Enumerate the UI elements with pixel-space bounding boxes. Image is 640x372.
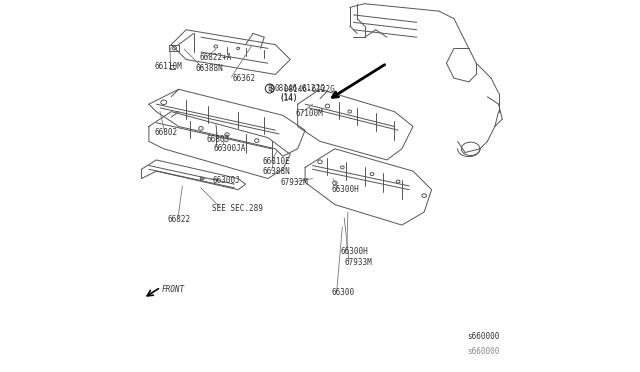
Text: (14): (14): [279, 93, 298, 102]
Bar: [170, 45, 179, 51]
Text: 66822+A: 66822+A: [199, 53, 232, 62]
Bar: [200, 177, 203, 179]
Text: FRONT: FRONT: [162, 285, 185, 294]
Text: 66300: 66300: [331, 288, 355, 296]
Text: 66362: 66362: [232, 74, 256, 83]
Text: 67932M: 67932M: [281, 178, 308, 187]
Text: s660000: s660000: [467, 332, 499, 341]
Text: 66B03: 66B03: [207, 135, 230, 144]
Text: 08146-6122G: 08146-6122G: [275, 84, 326, 93]
Text: 66110M: 66110M: [154, 62, 182, 71]
Text: (14): (14): [279, 94, 298, 103]
Text: 66822: 66822: [168, 215, 191, 224]
Text: 66300H: 66300H: [331, 185, 359, 194]
Text: B  08146-6122G: B 08146-6122G: [270, 85, 335, 94]
Text: 66388N: 66388N: [195, 64, 223, 73]
Text: SEE SEC.289: SEE SEC.289: [212, 204, 263, 213]
Text: 67933M: 67933M: [344, 258, 372, 267]
Text: 66300H: 66300H: [340, 247, 368, 256]
Text: 66388N: 66388N: [262, 167, 290, 176]
Text: 66802: 66802: [154, 128, 177, 137]
Text: 66810E: 66810E: [262, 157, 290, 166]
Text: 67100M: 67100M: [296, 109, 324, 118]
Text: 66300J: 66300J: [212, 176, 240, 185]
Text: s660000: s660000: [467, 347, 499, 356]
Text: B: B: [268, 84, 273, 93]
Text: 66300JA: 66300JA: [214, 144, 246, 153]
